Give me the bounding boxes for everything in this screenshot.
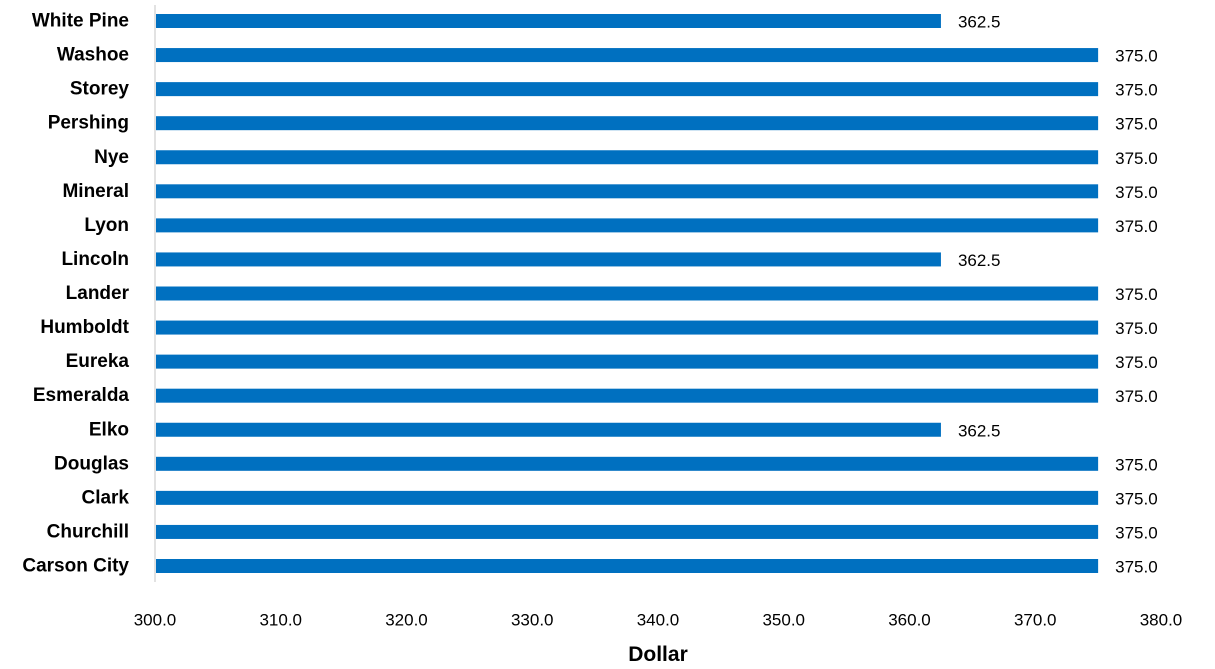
category-label: Pershing (48, 113, 129, 134)
bar-white-pine (156, 14, 941, 28)
value-label: 362.5 (958, 421, 1001, 440)
value-label: 375.0 (1115, 489, 1158, 508)
bar-lincoln (156, 252, 941, 267)
value-label: 375.0 (1115, 81, 1158, 100)
x-tick-label: 340.0 (637, 611, 680, 630)
value-label: 362.5 (958, 13, 1001, 32)
bar-carson-city (156, 559, 1099, 573)
value-label: 375.0 (1115, 285, 1158, 304)
bar-storey (156, 82, 1099, 97)
category-label: Storey (70, 79, 130, 100)
x-axis-ticks: 300.0 310.0 320.0 330.0 340.0 350.0 360.0 370.0… (134, 611, 1183, 630)
category-label: Lincoln (61, 249, 129, 270)
category-label: Eureka (66, 351, 130, 372)
bar-esmeralda (156, 388, 1099, 403)
value-label: 375.0 (1115, 319, 1158, 338)
bar-lander (156, 286, 1099, 301)
category-label: Clark (81, 487, 129, 508)
category-label: Churchill (47, 521, 129, 542)
category-label: Esmeralda (33, 385, 130, 406)
bar-mineral (156, 184, 1099, 199)
value-label: 375.0 (1115, 558, 1158, 577)
category-label: White Pine (32, 11, 129, 32)
bar-elko (156, 422, 941, 437)
bar-lyon (156, 218, 1099, 233)
bar-nye (156, 150, 1099, 165)
x-tick-label: 370.0 (1014, 611, 1057, 630)
x-tick-label: 330.0 (511, 611, 554, 630)
category-label: Humboldt (40, 317, 129, 338)
category-labels: White Pine Washoe Storey Pershing Nye Mineral… (22, 11, 129, 577)
category-label: Elko (89, 419, 129, 440)
x-tick-label: 360.0 (888, 611, 931, 630)
bar-clark (156, 490, 1099, 505)
category-label: Lyon (84, 215, 129, 236)
x-tick-label: 310.0 (259, 611, 302, 630)
bars-layer (156, 14, 1099, 573)
bar-pershing (156, 116, 1099, 131)
bar-douglas (156, 456, 1099, 471)
value-label: 375.0 (1115, 149, 1158, 168)
value-label: 375.0 (1115, 115, 1158, 134)
category-label: Nye (94, 147, 129, 168)
value-label: 375.0 (1115, 387, 1158, 406)
category-label: Carson City (22, 556, 129, 577)
x-tick-label: 300.0 (134, 611, 177, 630)
value-label: 375.0 (1115, 523, 1158, 542)
x-tick-label: 320.0 (385, 611, 428, 630)
category-label: Douglas (54, 453, 129, 474)
x-tick-label: 350.0 (762, 611, 805, 630)
value-label: 362.5 (958, 251, 1001, 270)
bar-eureka (156, 354, 1099, 369)
category-label: Mineral (62, 181, 129, 202)
value-label: 375.0 (1115, 47, 1158, 66)
bar-washoe (156, 48, 1099, 63)
x-axis-title: Dollar (628, 643, 688, 666)
value-label: 375.0 (1115, 183, 1158, 202)
category-label: Washoe (57, 45, 129, 66)
value-label: 375.0 (1115, 217, 1158, 236)
value-label: 375.0 (1115, 353, 1158, 372)
category-label: Lander (66, 283, 130, 304)
value-label: 375.0 (1115, 455, 1158, 474)
bar-churchill (156, 524, 1099, 539)
x-tick-label: 380.0 (1140, 611, 1183, 630)
bar-humboldt (156, 320, 1099, 335)
value-labels: 362.5 375.0 375.0 375.0 375.0 375.0 375.0 362.5… (958, 13, 1158, 577)
